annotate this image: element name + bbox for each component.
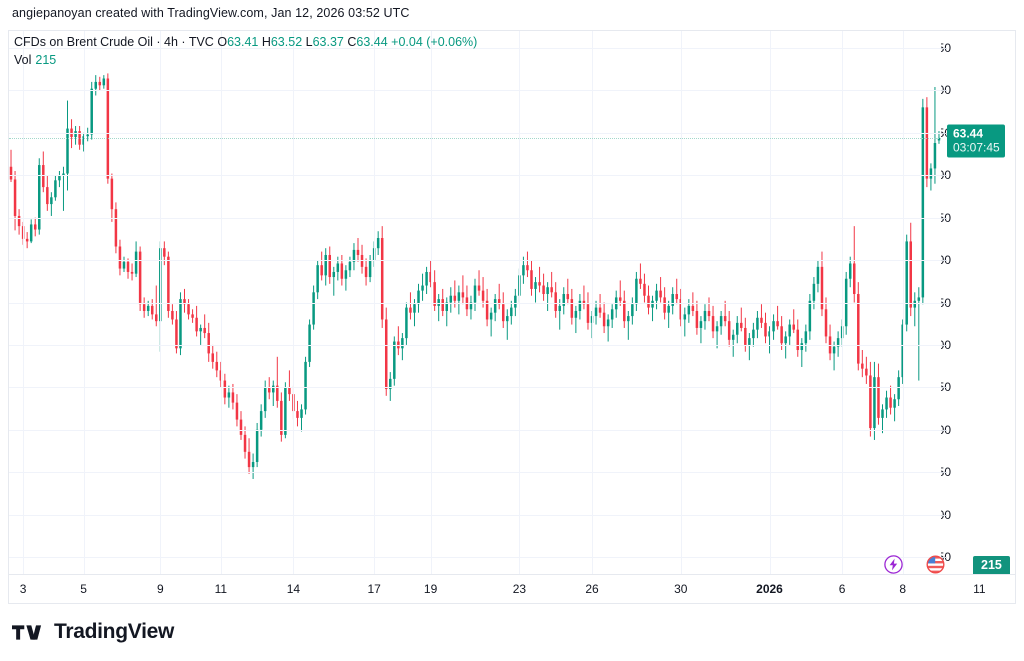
gridline (9, 217, 941, 219)
gridline-vertical (293, 31, 295, 574)
price-tick-mark (941, 90, 947, 92)
gridline-vertical (519, 31, 521, 574)
gridline (9, 132, 941, 134)
volume-value-badge: 215 (973, 556, 1010, 574)
time-tick: 5 (80, 582, 87, 596)
tradingview-logo: TradingView (12, 620, 174, 644)
price-scale[interactable]: 64.5064.0063.5063.0062.5062.0061.5061.00… (941, 31, 1015, 574)
gridline (9, 260, 941, 262)
price-tick-mark (941, 429, 947, 431)
gridline-vertical (680, 31, 682, 574)
gridline-vertical (592, 31, 593, 574)
time-tick: 8 (899, 582, 906, 596)
gridline-vertical (842, 31, 844, 574)
price-tick-mark (941, 302, 947, 304)
gridline-vertical (220, 31, 222, 574)
time-tick: 17 (367, 582, 381, 596)
gridline (9, 90, 941, 92)
time-tick: 9 (156, 582, 164, 596)
time-tick: 14 (286, 582, 301, 596)
gridline-vertical (769, 31, 771, 574)
lightning-bolt-icon[interactable] (884, 555, 903, 574)
tradingview-logo-icon (12, 624, 42, 640)
price-tick-mark (941, 387, 947, 389)
time-tick: 2026 (756, 582, 783, 596)
time-tick: 26 (585, 582, 599, 596)
gridline-vertical (430, 31, 432, 574)
time-tick: 23 (512, 582, 527, 596)
gridline (9, 344, 941, 346)
us-flag-icon[interactable] (925, 554, 946, 575)
gridline (9, 302, 941, 304)
candlestick-series (9, 73, 941, 479)
gridline-vertical (160, 31, 162, 574)
price-tick-mark (941, 217, 947, 219)
gridline (9, 472, 941, 474)
price-tick-mark (941, 175, 947, 177)
tradingview-wordmark: TradingView (54, 620, 175, 643)
price-tick-mark (941, 472, 947, 474)
gridline (9, 175, 941, 177)
time-tick: 11 (214, 582, 228, 596)
time-tick: 6 (838, 582, 846, 596)
gridline-vertical (23, 31, 25, 574)
price-tick-mark (941, 47, 947, 49)
current-price-line (9, 137, 941, 139)
current-price-badge: 63.44 03:07:45 (947, 124, 1005, 158)
gridline-vertical (374, 31, 376, 574)
gridline (9, 387, 941, 389)
gridline-vertical (902, 31, 904, 574)
time-tick: 3 (19, 582, 27, 596)
current-price-time: 03:07:45 (953, 140, 1000, 155)
gridline-vertical (83, 31, 85, 574)
gridline (9, 429, 941, 431)
price-tick-mark (941, 344, 947, 346)
price-tick-mark (941, 514, 947, 516)
time-scale[interactable]: 3 5 9 11 14 17 19 23 26 30 2026 6 8 11 (9, 574, 1015, 603)
gridline (9, 557, 941, 559)
gridline (9, 514, 941, 516)
time-tick: 19 (423, 582, 438, 596)
chart-plot-area[interactable] (9, 31, 941, 574)
price-tick-mark (941, 557, 947, 559)
watermark-text: angiepanoyan created with TradingView.co… (12, 6, 410, 20)
price-tick-mark (941, 260, 947, 262)
gridline (9, 47, 941, 49)
time-tick: 11 (973, 582, 986, 596)
current-price-value: 63.44 (953, 126, 984, 141)
price-tick-mark (941, 132, 947, 134)
time-tick: 30 (674, 582, 688, 596)
